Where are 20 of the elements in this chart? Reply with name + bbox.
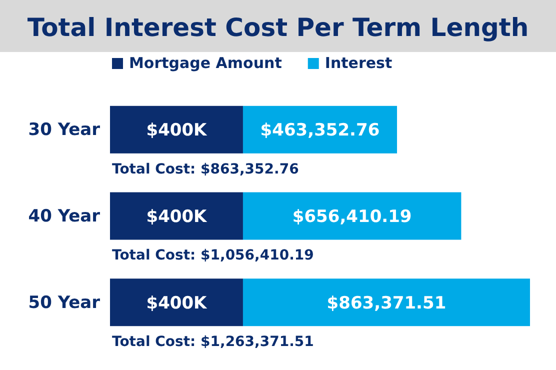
data-label: $463,352.76 bbox=[260, 120, 380, 141]
y-tick-label: 30 Year bbox=[28, 120, 101, 140]
data-label: $863,371.51 bbox=[326, 293, 446, 314]
chart-title: Total Interest Cost Per Term Length bbox=[27, 13, 529, 42]
data-label: $400K bbox=[146, 207, 208, 227]
legend-label: Interest bbox=[324, 54, 392, 72]
bar bbox=[110, 192, 243, 240]
y-tick-label: 40 Year bbox=[28, 206, 101, 226]
bar bbox=[242, 192, 462, 240]
total-label: Total Cost: $863,352.76 bbox=[112, 161, 299, 178]
data-label: $400K bbox=[146, 293, 208, 314]
data-label: $656,410.19 bbox=[292, 207, 412, 227]
bar bbox=[242, 278, 530, 326]
total-label: Total Cost: $1,263,371.51 bbox=[112, 334, 314, 350]
bar bbox=[110, 278, 243, 326]
total-label: Total Cost: $1,056,410.19 bbox=[112, 248, 314, 264]
bar bbox=[110, 106, 243, 154]
y-tick-label: 50 Year bbox=[28, 292, 101, 313]
legend-label: Mortgage Amount bbox=[129, 54, 282, 72]
data-label: $400K bbox=[146, 120, 208, 141]
